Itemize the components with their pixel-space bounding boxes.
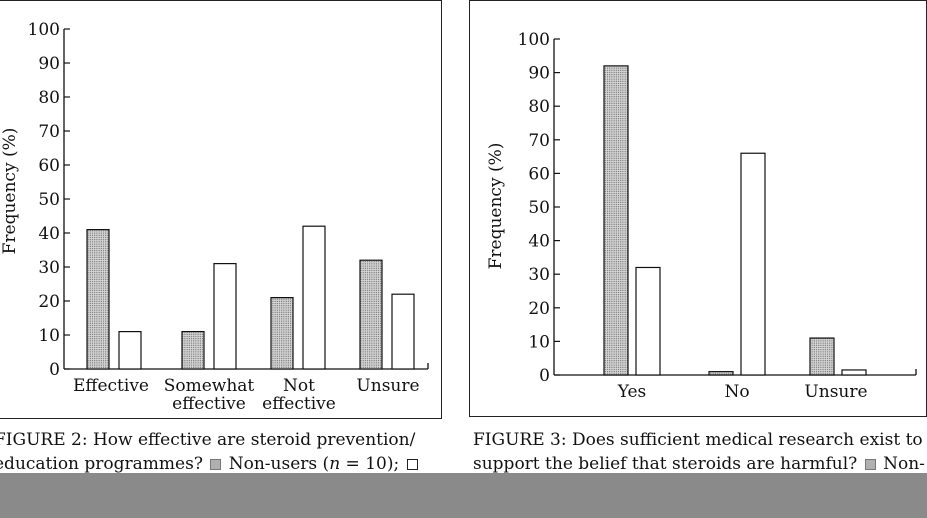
y-tick-label: 30: [38, 258, 60, 278]
figure-3-caption: FIGURE 3: Does sufficient medical resear…: [473, 428, 925, 476]
y-tick-label: 80: [528, 97, 550, 117]
y-tick-label: 50: [528, 198, 550, 218]
x-category-label: Not: [283, 376, 315, 396]
bar-dotted: [359, 259, 383, 370]
caption-text: Non-: [883, 454, 925, 474]
bar-white: [841, 369, 867, 376]
y-tick-label: 10: [528, 332, 550, 352]
x-category-label: Unsure: [356, 376, 419, 396]
figure-3-panel: 0 10 20 30 40 50 60 70 80 90 100 Yes No Unsure Frequ…: [469, 0, 927, 417]
dotted-swatch-icon: [210, 459, 222, 470]
dotted-swatch-icon: [864, 459, 876, 470]
y-tick-label: 60: [528, 164, 550, 184]
bar-dotted: [603, 65, 629, 376]
y-tick-label: 10: [38, 326, 60, 346]
y-tick-label: 100: [28, 20, 60, 40]
x-category-label: Unsure: [804, 382, 867, 402]
y-tick-label: 0: [539, 366, 550, 386]
caption-line: support the belief that steroids are har…: [473, 452, 925, 476]
bar-dotted: [86, 229, 110, 370]
caption-text: = 10);: [340, 454, 400, 474]
y-tick-label: 70: [38, 122, 60, 142]
y-tick-label: 50: [38, 190, 60, 210]
y-tick-label: 90: [528, 64, 550, 84]
bar-dotted: [708, 371, 734, 376]
x-category-label-line2: effective: [262, 394, 336, 414]
y-axis-label: Frequency (%): [486, 143, 506, 270]
y-tick-label: 100: [518, 30, 550, 50]
x-category-label: Somewhat: [164, 376, 255, 396]
y-tick-label: 40: [38, 224, 60, 244]
white-swatch-icon: [406, 459, 418, 470]
caption-text: Non-users (: [228, 454, 330, 474]
y-tick-label: 80: [38, 88, 60, 108]
x-category-label: Yes: [617, 382, 647, 402]
caption-line: FIGURE 3: Does sufficient medical resear…: [473, 430, 923, 450]
caption-line: FIGURE 2: How effective are steroid prev…: [0, 430, 416, 450]
bar-white: [635, 266, 661, 376]
y-tick-label: 20: [38, 292, 60, 312]
bar-white: [391, 293, 415, 370]
caption-text: education programmes?: [0, 454, 203, 474]
caption-text: support the belief that steroids are har…: [473, 454, 858, 474]
y-axis-label: Frequency (%): [0, 128, 20, 255]
caption-line: education programmes? Non-users (n = 10)…: [0, 452, 420, 476]
caption-text: n: [329, 454, 341, 474]
bar-white: [118, 331, 142, 370]
bar-white: [740, 152, 766, 376]
figure-3-chart: 0 10 20 30 40 50 60 70 80 90 100 Yes No Unsure Frequ…: [486, 30, 917, 402]
y-tick-label: 20: [528, 299, 550, 319]
bar-white: [302, 225, 326, 370]
y-tick-label: 30: [528, 265, 550, 285]
bar-dotted: [270, 297, 294, 370]
figure-2-panel: 0 10 20 30 40 50 60 70 80 90 100 Effective Somewhat…: [0, 0, 442, 419]
x-category-label-line2: effective: [172, 394, 246, 414]
y-tick-label: 90: [38, 54, 60, 74]
y-tick-label: 40: [528, 232, 550, 252]
figure-2-chart: 0 10 20 30 40 50 60 70 80 90 100 Effective Somewhat…: [0, 20, 429, 414]
occluding-overlay: [0, 473, 927, 518]
bar-dotted: [809, 337, 835, 376]
bar-white: [213, 263, 237, 370]
y-tick-label: 0: [49, 360, 60, 380]
y-tick-label: 60: [38, 156, 60, 176]
x-category-label: Effective: [73, 376, 149, 396]
figure-2-caption: FIGURE 2: How effective are steroid prev…: [0, 428, 420, 476]
bar-dotted: [181, 331, 205, 370]
y-tick-label: 70: [528, 131, 550, 151]
x-category-label: No: [724, 382, 749, 402]
